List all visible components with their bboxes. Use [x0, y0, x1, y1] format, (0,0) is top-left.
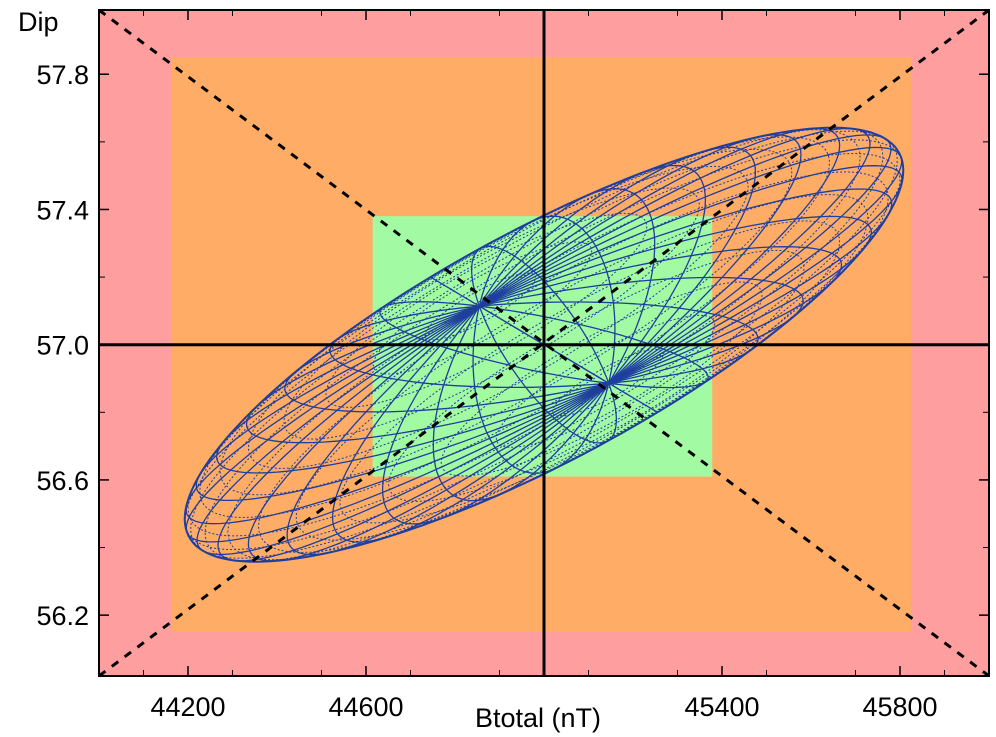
mesh-meridian — [381, 305, 610, 525]
mesh-meridian — [217, 305, 610, 562]
tick-marks — [99, 10, 989, 676]
y-tick-label: 57.0 — [36, 331, 89, 361]
mesh-meridian — [478, 164, 707, 384]
mesh-meridian — [470, 245, 610, 384]
y-axis-label: Dip — [18, 7, 59, 37]
mesh-meridian — [379, 301, 609, 384]
mesh-meridian — [215, 305, 609, 474]
mesh-meridian — [478, 305, 618, 444]
mesh-meridian — [478, 127, 871, 384]
mesh-meridian — [195, 305, 609, 502]
mesh-meridian — [478, 127, 841, 384]
y-tick-labels: 56.2 56.6 57.0 57.4 57.8 — [36, 60, 89, 631]
mesh-meridian — [185, 305, 610, 543]
x-tick-labels: 44200 44600 45400 45800 — [150, 692, 937, 722]
mesh-meridian — [185, 305, 609, 525]
mesh-meridian — [478, 134, 802, 384]
y-tick-label: 56.6 — [36, 466, 89, 496]
mesh-meridian — [479, 188, 893, 384]
y-tick-label: 56.2 — [36, 601, 89, 631]
y-tick-label: 57.4 — [36, 195, 89, 225]
mesh-meridian — [479, 215, 873, 384]
mesh-meridian — [286, 305, 610, 556]
mesh-meridian — [479, 165, 903, 384]
mesh-meridian — [284, 305, 609, 413]
ellipsoid-mesh — [183, 126, 905, 563]
mesh-meridian — [478, 146, 757, 384]
mesh-meridian — [478, 146, 903, 384]
mesh-meridian — [478, 188, 656, 384]
mesh-meridian — [245, 305, 609, 444]
mesh-meridian — [331, 305, 610, 543]
mesh-meridian — [479, 276, 804, 384]
mesh-meridian — [432, 305, 610, 502]
ellipse-outline — [183, 126, 905, 563]
x-tick-label: 45800 — [862, 692, 937, 722]
mesh-meridian — [478, 305, 658, 413]
y-tick-label: 57.8 — [36, 60, 89, 90]
x-tick-label: 44200 — [150, 692, 225, 722]
mesh-meridian — [479, 246, 843, 384]
mesh-meridian — [479, 301, 759, 384]
x-axis-label: Btotal (nT) — [475, 703, 601, 733]
mesh-meridian — [329, 305, 609, 389]
x-tick-label: 44600 — [328, 692, 403, 722]
x-tick-label: 45400 — [684, 692, 759, 722]
mesh-meridian — [479, 305, 709, 389]
